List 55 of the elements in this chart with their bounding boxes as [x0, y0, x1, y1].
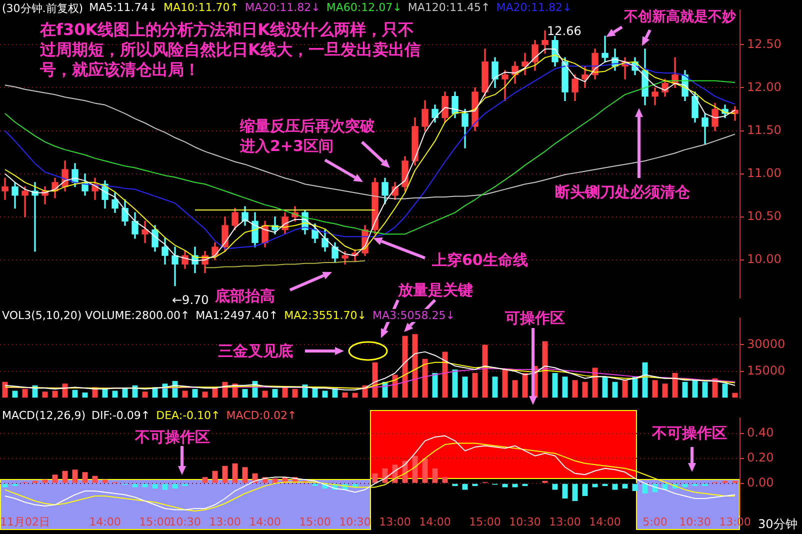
- annotation: 在f30K线图上的分析方法和日K线没什么两样，只不过周期短，所以风险自然比日K线大，一旦发出卖出信号，就应该清仓出局！: [40, 20, 422, 80]
- y-tick-label: 11.50: [747, 122, 782, 137]
- text: MA120:11.45↑: [408, 1, 490, 16]
- y-tick-label: 12.50: [747, 36, 782, 51]
- y-tick-label: 12.00: [747, 80, 782, 94]
- chart-title: VOL3(5,10,20) VOLUME:2800.00↑: [2, 309, 190, 322]
- text: MA1:2497.40↑: [196, 309, 278, 322]
- annotation: 不可操作区: [652, 423, 727, 443]
- text: MA60:12.07↓: [326, 1, 402, 16]
- annotation: 不创新高就是不妙: [624, 8, 736, 27]
- x-tick-label: 10:30: [679, 515, 711, 528]
- text: MA2:3551.70↓: [284, 309, 367, 322]
- y-tick-label: 30000: [747, 336, 786, 351]
- annotation: 断头铡刀处必须清仓: [555, 182, 690, 202]
- y-tick-label: 0.20: [747, 450, 774, 464]
- x-tick-label: 10:30: [509, 515, 541, 528]
- text: DEA:-0.10↑: [156, 409, 220, 422]
- chart-title: (30分钟.前复权): [2, 1, 84, 16]
- x-tick-label: 5:00: [642, 515, 668, 528]
- annotation: 不可操作区: [135, 427, 210, 447]
- annotation: 可操作区: [505, 308, 565, 328]
- x-tick-label: 13:00: [209, 515, 241, 528]
- text: MA10:11.70↑: [164, 1, 239, 16]
- annotation: 三金叉见底: [218, 341, 293, 361]
- annotation: 放量是关键: [398, 280, 473, 300]
- y-tick-label: 0.40: [747, 425, 774, 440]
- text: MA3:5058.25↓: [372, 309, 455, 322]
- y-tick-label: 15000: [747, 363, 786, 378]
- text: MACD:0.02↑: [226, 409, 297, 422]
- x-tick-label: 15:00: [469, 515, 501, 528]
- x-tick-label: 10:30: [169, 515, 201, 528]
- x-tick-label: 14:00: [249, 515, 281, 528]
- text: DIF:-0.09↑: [92, 409, 150, 422]
- annotation: 12.66: [547, 23, 582, 40]
- x-tick-label: 14:00: [589, 515, 621, 528]
- y-tick-label: 10.00: [747, 252, 782, 266]
- y-tick-label: 0.00: [747, 476, 774, 490]
- annotation: 缩量反压后再次突破进入2+3区间: [240, 116, 376, 156]
- annotation: MA20:11.82↓: [244, 1, 320, 16]
- y-tick-label: 11.00: [747, 166, 782, 180]
- x-tick-label: 15:00: [299, 515, 331, 528]
- annotation: 底部抬高: [215, 286, 275, 306]
- x-tick-label: 11月02日: [0, 515, 50, 528]
- text: 30分钟: [758, 516, 798, 533]
- y-tick-label: 10.50: [747, 208, 782, 223]
- x-tick-label: 15:00: [139, 515, 171, 528]
- text: MA20:11.82↓: [496, 1, 572, 16]
- x-tick-label: 14:00: [419, 515, 451, 528]
- text: MA5:11.74↓: [89, 1, 158, 16]
- x-tick-label: 14:00: [89, 515, 121, 528]
- chart-title: MACD(12,26,9): [2, 409, 86, 422]
- annotation: ←9.70: [172, 292, 209, 309]
- x-tick-label: 13:00: [379, 515, 411, 528]
- annotation: 上穿60生命线: [432, 250, 528, 270]
- x-tick-label: 13:00: [549, 515, 581, 528]
